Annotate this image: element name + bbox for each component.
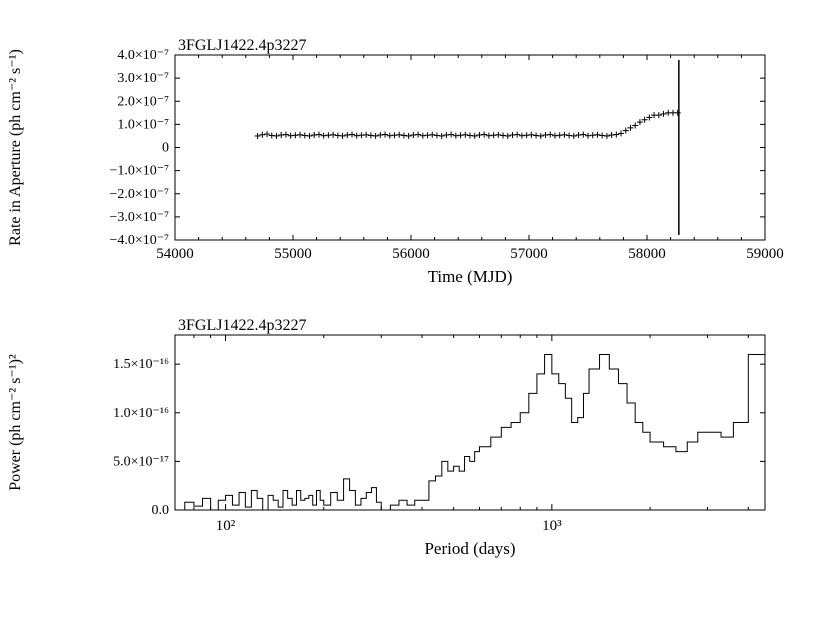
svg-text:54000: 54000	[156, 246, 194, 262]
svg-text:Period (days): Period (days)	[424, 539, 515, 558]
svg-text:58000: 58000	[628, 246, 666, 262]
svg-text:10³: 10³	[542, 518, 562, 534]
svg-text:0.0: 0.0	[152, 503, 170, 518]
svg-text:3FGLJ1422.4p3227: 3FGLJ1422.4p3227	[178, 317, 306, 334]
svg-text:2.0×10⁻⁷: 2.0×10⁻⁷	[117, 94, 169, 109]
charts-container: −4.0×10⁻⁷−3.0×10⁻⁷−2.0×10⁻⁷−1.0×10⁻⁷01.0…	[0, 0, 820, 612]
svg-text:1.0×10⁻⁷: 1.0×10⁻⁷	[117, 117, 169, 132]
svg-text:10²: 10²	[216, 518, 236, 534]
svg-text:−3.0×10⁻⁷: −3.0×10⁻⁷	[109, 210, 169, 225]
svg-text:Time (MJD): Time (MJD)	[428, 267, 513, 286]
svg-text:−1.0×10⁻⁷: −1.0×10⁻⁷	[109, 164, 169, 179]
svg-text:56000: 56000	[392, 246, 430, 262]
svg-text:5.0×10⁻¹⁷: 5.0×10⁻¹⁷	[113, 454, 169, 469]
svg-text:3.0×10⁻⁷: 3.0×10⁻⁷	[117, 71, 169, 86]
svg-text:4.0×10⁻⁷: 4.0×10⁻⁷	[117, 48, 169, 63]
svg-text:0: 0	[162, 141, 169, 156]
svg-text:Power (ph cm⁻² s⁻¹)²: Power (ph cm⁻² s⁻¹)²	[7, 354, 24, 491]
svg-text:−2.0×10⁻⁷: −2.0×10⁻⁷	[109, 187, 169, 202]
svg-text:1.5×10⁻¹⁶: 1.5×10⁻¹⁶	[113, 357, 169, 372]
svg-text:1.0×10⁻¹⁶: 1.0×10⁻¹⁶	[113, 406, 169, 421]
svg-text:57000: 57000	[510, 246, 548, 262]
svg-text:55000: 55000	[274, 246, 312, 262]
svg-text:59000: 59000	[746, 246, 784, 262]
svg-text:3FGLJ1422.4p3227: 3FGLJ1422.4p3227	[178, 37, 306, 54]
svg-text:Rate in Aperture (ph cm⁻² s⁻¹): Rate in Aperture (ph cm⁻² s⁻¹)	[7, 49, 24, 246]
